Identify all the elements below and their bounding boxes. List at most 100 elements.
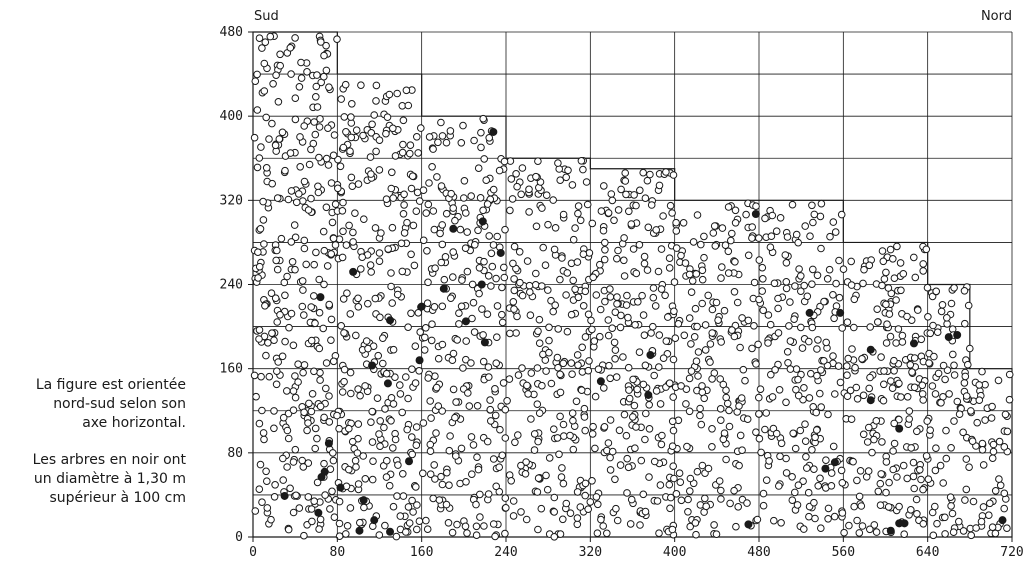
- tree-point-open: [630, 191, 638, 199]
- tree-point-open: [912, 495, 921, 504]
- tree-point-open: [596, 305, 605, 314]
- tree-point-open: [383, 113, 392, 121]
- tree-point-open: [276, 61, 285, 70]
- tree-point-open: [853, 516, 861, 525]
- tree-point-open: [289, 508, 298, 517]
- tree-point-open: [428, 320, 436, 329]
- tree-point-open: [311, 424, 320, 433]
- x-tick-label: 240: [494, 545, 517, 560]
- tree-point-open: [718, 224, 727, 232]
- tree-point-open: [486, 396, 494, 404]
- tree-point-open: [918, 390, 927, 398]
- tree-point-filled: [489, 127, 498, 136]
- tree-point-open: [357, 265, 365, 273]
- tree-point-open: [942, 426, 950, 435]
- y-tick-label: 240: [220, 278, 243, 293]
- tree-point-open: [677, 382, 685, 390]
- tree-point-open: [922, 452, 931, 460]
- tree-point-open: [329, 456, 338, 465]
- tree-point-open: [534, 525, 542, 534]
- tree-point-open: [320, 246, 329, 255]
- tree-point-open: [432, 383, 441, 392]
- tree-point-open: [669, 462, 678, 471]
- tree-point-open: [736, 343, 744, 352]
- tree-point-open: [661, 291, 669, 300]
- tree-point-open: [741, 376, 749, 385]
- tree-point-open: [665, 379, 674, 388]
- tree-point-open: [853, 395, 862, 403]
- tree-point-open: [682, 385, 691, 394]
- tree-point-open: [367, 170, 375, 178]
- tree-point-open: [756, 385, 765, 394]
- plot-boundary: [252, 31, 1013, 538]
- tree-point-open: [440, 275, 449, 284]
- tree-point-open: [403, 425, 412, 434]
- tree-point-open: [701, 346, 710, 354]
- tree-point-open: [495, 463, 504, 472]
- tree-point-open: [794, 375, 802, 384]
- tree-point-open: [640, 331, 649, 340]
- tree-point-open: [1000, 489, 1009, 498]
- tree-point-open: [835, 256, 843, 265]
- tree-point-open: [996, 481, 1005, 490]
- tree-point-open: [276, 50, 284, 59]
- tree-point-open: [389, 345, 398, 354]
- tree-point-open: [377, 229, 385, 237]
- tree-point-open: [272, 71, 280, 79]
- tree-point-open: [503, 397, 511, 405]
- tree-point-open: [295, 83, 304, 91]
- tree-point-open: [639, 380, 648, 389]
- tree-point-open: [665, 264, 674, 272]
- tree-point-open: [310, 260, 319, 269]
- tree-point-open: [415, 197, 424, 205]
- tree-point-open: [800, 525, 808, 533]
- tree-point-open: [967, 531, 976, 540]
- tree-point-open: [710, 521, 718, 529]
- tree-point-open: [449, 273, 457, 281]
- tree-point-open: [903, 312, 911, 321]
- tree-point-open: [408, 433, 416, 441]
- tree-point-open: [962, 392, 971, 400]
- tree-point-open: [978, 439, 987, 448]
- tree-point-open: [567, 310, 576, 319]
- tree-point-open: [437, 258, 446, 267]
- tree-point-open: [417, 124, 425, 132]
- tree-point-open: [811, 514, 819, 523]
- tree-point-open: [484, 363, 493, 371]
- tree-point-open: [737, 394, 746, 402]
- tree-point-open: [820, 297, 828, 306]
- tree-point-open: [978, 367, 986, 376]
- tree-point-open: [444, 519, 453, 527]
- tree-point-open: [326, 505, 334, 513]
- tree-point-open: [708, 375, 716, 383]
- tree-point-open: [474, 465, 483, 474]
- tree-point-open: [899, 461, 908, 470]
- tree-point-open: [941, 513, 949, 522]
- tree-point-open: [368, 438, 377, 446]
- tree-point-open: [832, 279, 840, 288]
- tree-point-open: [681, 259, 690, 267]
- tree-point-filled: [909, 339, 918, 348]
- tree-point-open: [498, 318, 507, 327]
- tree-point-open: [426, 397, 435, 405]
- tree-point-open: [969, 497, 978, 506]
- tree-point-open: [379, 359, 387, 368]
- tree-point-open: [858, 355, 866, 363]
- tree-point-open: [581, 333, 590, 341]
- tree-point-open: [720, 429, 729, 438]
- tree-point-open: [918, 381, 927, 390]
- tree-point-open: [608, 447, 617, 456]
- tree-point-open: [837, 466, 846, 475]
- tree-point-open: [797, 287, 805, 296]
- tree-point-open: [1001, 410, 1010, 419]
- tree-point-open: [642, 409, 650, 418]
- tree-point-open: [407, 309, 415, 318]
- tree-point-open: [943, 314, 951, 322]
- tree-point-open: [509, 512, 518, 520]
- tree-point-open: [814, 482, 823, 490]
- tree-point-filled: [368, 361, 377, 370]
- tree-point-open: [672, 227, 681, 235]
- tree-point-open: [438, 132, 447, 140]
- tree-point-open: [419, 186, 428, 194]
- tree-point-open: [339, 143, 348, 152]
